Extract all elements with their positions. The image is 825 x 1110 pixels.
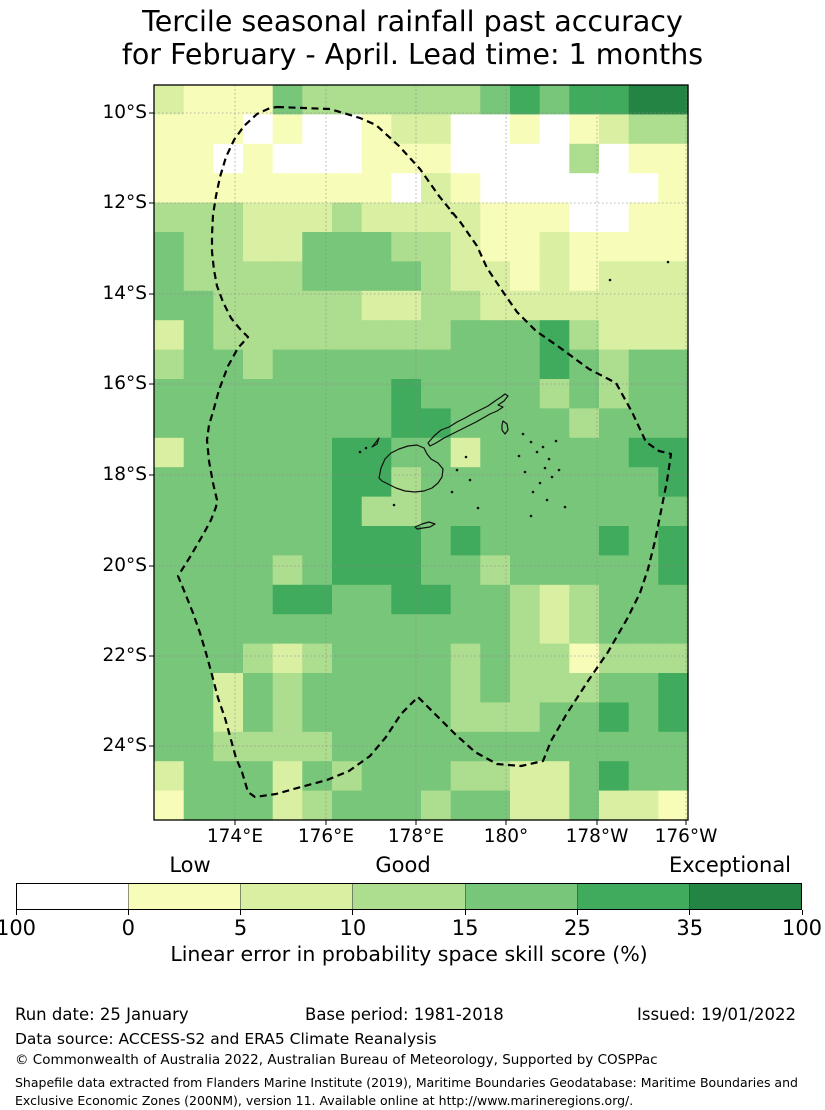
colorbar-tick-value: 0 xyxy=(121,916,135,940)
colorbar-tick-value: 100 xyxy=(0,916,37,940)
colorbar-category-good: Good xyxy=(375,853,431,877)
colorbar-category-exceptional: Exceptional xyxy=(668,853,792,877)
figure-title: Tercile seasonal rainfall past accuracy … xyxy=(0,5,825,71)
colorbar-tick-value: 25 xyxy=(564,916,591,940)
footer-copyright: © Commonwealth of Australia 2022, Austra… xyxy=(15,1052,658,1068)
footer-run-date: Run date: 25 January xyxy=(15,1005,189,1024)
footer-base-period: Base period: 1981-2018 xyxy=(305,1005,504,1024)
colorbar-segment xyxy=(128,884,241,909)
lon-tick-label: 178°E xyxy=(387,826,445,847)
lat-tick-label: 12°S xyxy=(102,192,147,213)
colorbar-segment xyxy=(576,884,689,909)
heatmap-cells xyxy=(154,85,689,821)
lon-tick-label: 176°W xyxy=(654,826,718,847)
lat-tick-label: 24°S xyxy=(102,735,147,756)
colorbar-tick-mark xyxy=(127,910,129,915)
colorbar-tick-labels: 100 0 5 10 15 25 35 100 xyxy=(0,910,822,950)
colorbar-segment xyxy=(240,884,353,909)
lat-tick-label: 14°S xyxy=(102,283,147,304)
footer-data-source: Data source: ACCESS-S2 and ERA5 Climate … xyxy=(15,1030,437,1048)
colorbar-segment xyxy=(464,884,577,909)
axis-tick-marks xyxy=(149,112,687,825)
figure-title-line2: for February - April. Lead time: 1 month… xyxy=(121,38,704,71)
lon-tick-label: 178°W xyxy=(565,826,629,847)
colorbar-tick-mark xyxy=(464,910,466,915)
lon-tick-label: 174°E xyxy=(206,826,264,847)
colorbar-tick-mark xyxy=(801,910,803,915)
island-outlines xyxy=(358,211,670,530)
colorbar-tick-value: 15 xyxy=(451,916,479,940)
lon-tick-label: 180° xyxy=(483,826,529,847)
lat-tick-label: 22°S xyxy=(102,645,147,666)
colorbar-tick-mark xyxy=(15,910,17,915)
colorbar-segment xyxy=(352,884,465,909)
colorbar-tick-mark xyxy=(576,910,578,915)
colorbar-segment xyxy=(688,884,801,909)
colorbar xyxy=(16,883,802,910)
footer-shapefile-line1: Shapefile data extracted from Flanders M… xyxy=(15,1075,798,1090)
figure-title-line1: Tercile seasonal rainfall past accuracy xyxy=(142,5,683,38)
eez-boundary-dashed xyxy=(176,105,673,799)
colorbar-segment xyxy=(17,884,129,909)
colorbar-tick-value: 100 xyxy=(781,916,823,940)
lat-tick-label: 18°S xyxy=(102,464,147,485)
colorbar-tick-mark xyxy=(240,910,242,915)
colorbar-tick-mark xyxy=(352,910,354,915)
footer-issued: Issued: 19/01/2022 xyxy=(637,1005,797,1024)
colorbar-tick-value: 35 xyxy=(676,916,704,940)
footer-shapefile-line2: Exclusive Economic Zones (200NM), versio… xyxy=(15,1093,634,1108)
lat-tick-label: 10°S xyxy=(102,102,147,123)
colorbar-category-low: Low xyxy=(169,853,211,877)
lat-tick-label: 16°S xyxy=(102,373,147,394)
colorbar-tick-value: 10 xyxy=(339,916,367,940)
map-frame xyxy=(153,84,689,821)
lat-tick-label: 20°S xyxy=(102,555,147,576)
colorbar-tick-value: 5 xyxy=(233,916,248,940)
colorbar-caption: Linear error in probability space skill … xyxy=(170,942,648,966)
colorbar-tick-mark xyxy=(689,910,691,915)
lon-tick-label: 176°E xyxy=(297,826,355,847)
footer-shapefile-credit: Shapefile data extracted from Flanders M… xyxy=(15,1074,798,1110)
graticule-gridlines xyxy=(154,85,688,820)
